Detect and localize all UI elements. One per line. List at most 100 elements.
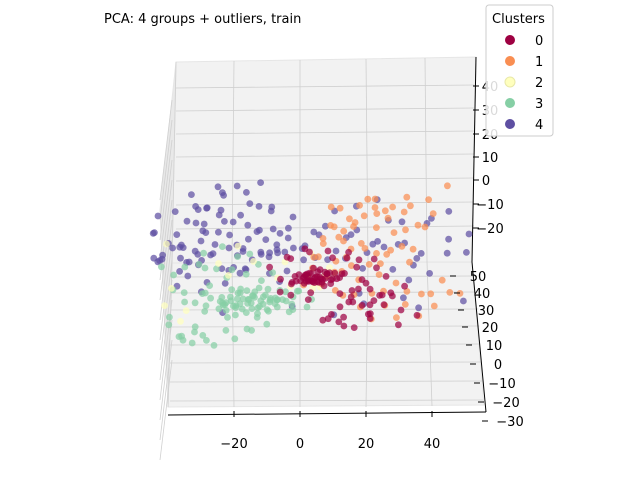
data-points [149,179,473,349]
data-point-cluster-2 [163,240,170,248]
data-point-cluster-0 [350,324,358,331]
data-point-cluster-1 [361,245,369,252]
data-point-cluster-3 [234,253,242,260]
data-point-cluster-0 [345,248,352,256]
data-point-cluster-1 [403,193,411,201]
data-point-cluster-2 [168,285,175,292]
data-point-cluster-2 [250,258,257,265]
data-point-cluster-3 [181,263,189,271]
data-point-cluster-4 [221,218,228,225]
data-point-cluster-0 [366,285,374,293]
data-point-cluster-1 [407,202,414,210]
data-point-cluster-0 [358,302,366,309]
data-point-cluster-1 [387,246,394,254]
data-point-cluster-4 [159,251,167,259]
grid-line-horizontal [175,107,475,112]
data-point-cluster-3 [166,313,173,321]
data-point-cluster-3 [279,296,286,303]
grid-line-floor-row [169,380,483,383]
data-point-cluster-1 [398,243,406,250]
data-point-cluster-3 [303,303,311,311]
data-point-cluster-3 [243,287,251,294]
grid-line-side [159,319,173,421]
data-point-cluster-1 [360,212,368,220]
data-point-cluster-1 [381,207,389,215]
data-point-cluster-0 [324,247,332,255]
data-point-cluster-2 [215,260,222,267]
data-point-cluster-4 [273,246,281,254]
data-point-cluster-4 [284,234,292,242]
data-point-cluster-3 [191,328,198,336]
data-point-cluster-0 [302,277,310,285]
data-point-cluster-2 [161,302,169,309]
data-point-cluster-0 [336,303,344,311]
grid-line-floor-row [169,325,480,328]
data-point-cluster-2 [177,317,184,325]
data-point-cluster-1 [402,226,409,234]
data-point-cluster-1 [319,235,327,242]
data-point-cluster-4 [191,247,199,255]
data-point-cluster-1 [393,314,400,321]
data-point-cluster-0 [304,296,312,303]
data-point-cluster-0 [329,254,336,262]
data-point-cluster-1 [389,203,396,211]
data-point-cluster-0 [313,273,321,281]
grid-line-side [159,339,173,441]
data-point-cluster-3 [282,288,289,296]
legend-entries: 0 1 2 3 4 [504,34,543,133]
data-point-cluster-1 [340,237,347,245]
data-point-cluster-0 [382,273,390,280]
grid-line-horizontal [175,177,475,182]
data-point-cluster-3 [254,310,261,317]
grid-line-side [159,219,173,321]
data-point-cluster-4 [285,224,292,232]
legend-marker-4 [505,119,515,129]
data-point-cluster-1 [340,227,348,235]
data-point-cluster-1 [384,214,392,222]
data-point-cluster-3 [267,295,275,302]
data-point-cluster-0 [340,322,348,330]
data-point-cluster-0 [302,271,310,279]
data-point-cluster-4 [310,228,318,236]
data-point-cluster-3 [230,302,237,310]
data-point-cluster-3 [199,290,206,297]
data-point-cluster-1 [400,208,408,216]
data-point-cluster-3 [195,261,203,268]
data-point-cluster-0 [319,316,327,324]
data-point-cluster-3 [224,314,231,321]
data-point-cluster-1 [375,271,383,278]
data-point-cluster-1 [364,195,372,203]
data-point-cluster-3 [201,308,209,315]
grid-line-horizontal [175,84,475,89]
data-point-cluster-2 [234,242,242,250]
data-point-cluster-0 [319,276,326,283]
data-point-cluster-3 [288,300,296,308]
data-point-cluster-1 [425,196,432,204]
data-point-cluster-4 [389,266,397,273]
data-point-cluster-4 [173,231,181,239]
data-point-cluster-0 [340,313,347,321]
data-point-cluster-3 [234,295,241,303]
data-point-cluster-4 [460,297,467,305]
data-point-cluster-1 [409,245,417,253]
data-point-cluster-1 [327,203,335,211]
data-point-cluster-3 [219,243,226,251]
data-point-cluster-0 [331,269,339,277]
data-point-cluster-3 [206,282,214,289]
data-point-cluster-0 [365,310,372,318]
data-point-cluster-4 [225,244,233,252]
data-point-cluster-4 [239,245,247,252]
data-point-cluster-1 [401,301,409,308]
z-tick-label: −20 [476,222,503,237]
data-point-cluster-4 [255,203,263,210]
data-point-cluster-0 [380,301,388,309]
data-point-cluster-4 [289,213,297,221]
data-point-cluster-4 [244,221,252,229]
data-point-cluster-4 [194,206,202,214]
data-point-cluster-1 [373,250,380,257]
grid-line-floor [365,261,369,408]
data-point-cluster-4 [269,225,277,233]
grid-line-vertical [171,61,177,264]
data-point-cluster-0 [333,275,341,283]
data-point-cluster-0 [301,245,309,253]
